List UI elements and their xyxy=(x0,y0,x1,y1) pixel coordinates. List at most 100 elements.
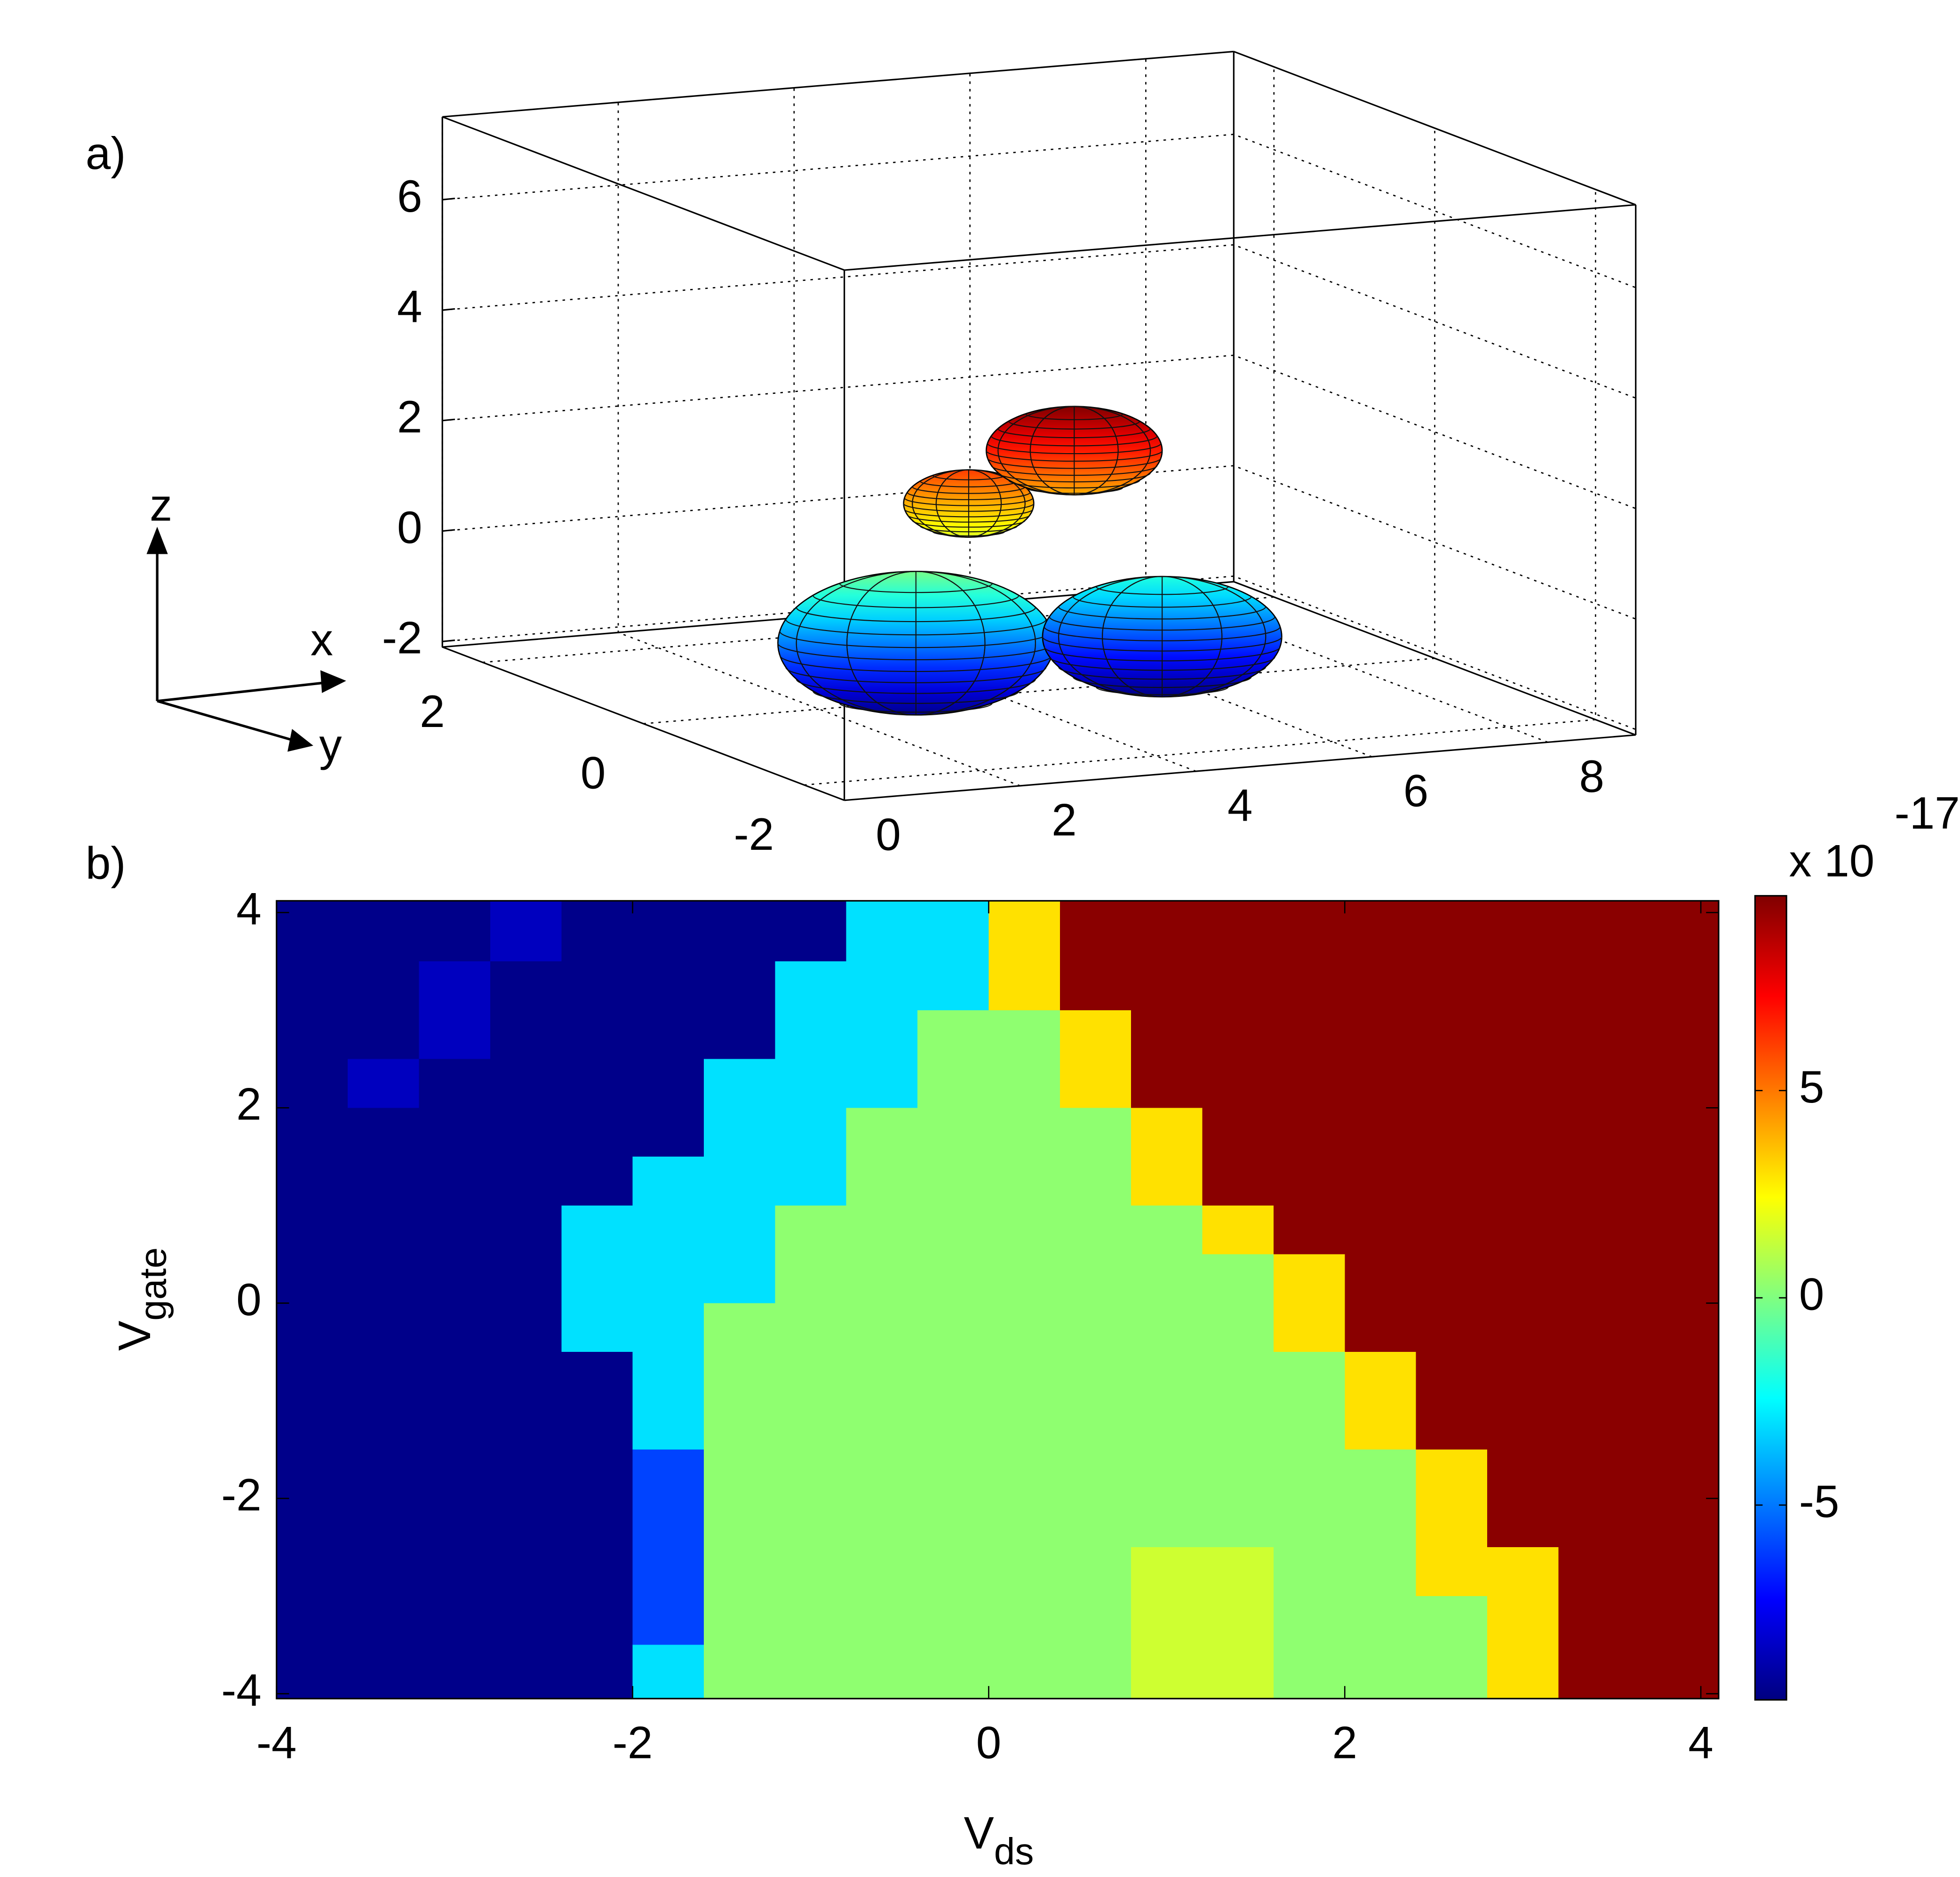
heatmap-cell xyxy=(1131,1254,1203,1304)
heatmap-cell xyxy=(1273,1254,1346,1304)
heatmap-cell xyxy=(490,1108,562,1158)
heatmap-cell xyxy=(775,1059,847,1109)
mesh-line xyxy=(912,469,1026,538)
heatmap-cell xyxy=(917,1547,990,1597)
y-tick-label: 4 xyxy=(236,884,261,935)
mesh-line xyxy=(997,406,1151,495)
label-sub: ds xyxy=(994,1830,1034,1872)
heatmap-cell xyxy=(1273,1059,1346,1109)
heatmap-cell xyxy=(1060,1303,1132,1353)
heatmap-cell xyxy=(1629,1205,1720,1255)
heatmap-cell xyxy=(632,1449,705,1500)
heatmap-cell xyxy=(1202,901,1275,962)
heatmap-cell xyxy=(1629,1498,1720,1548)
mesh-line xyxy=(779,631,1053,648)
heatmap-cell xyxy=(632,1010,705,1060)
heatmap-cell xyxy=(1629,1645,1720,1700)
heatmap-cell xyxy=(846,1596,918,1646)
heatmap-cell xyxy=(419,1645,491,1700)
glyph-arrowhead xyxy=(287,729,313,752)
heatmap-cell xyxy=(1060,1596,1132,1646)
ellipsoid xyxy=(986,406,1163,495)
mesh-line xyxy=(1058,666,1267,680)
heatmap-cell xyxy=(917,1303,990,1353)
heatmap-cell xyxy=(1416,1059,1488,1109)
heatmap-cell xyxy=(348,1010,420,1060)
mesh-line xyxy=(1044,626,1281,641)
heatmap-cell xyxy=(1416,1303,1488,1353)
heatmap-cell xyxy=(632,1303,705,1353)
box-edge xyxy=(844,204,1636,271)
heatmap-cell xyxy=(1345,1645,1417,1700)
heatmap-cell xyxy=(846,1352,918,1402)
mesh-line xyxy=(912,486,1026,494)
heatmap-cell xyxy=(1345,1010,1417,1060)
heatmap-cell xyxy=(846,1303,918,1353)
heatmap-cell xyxy=(1345,1449,1417,1500)
heatmap-cell xyxy=(1131,1205,1203,1255)
heatmap-cell xyxy=(1416,1157,1488,1206)
heatmap-cell xyxy=(703,1254,776,1304)
heatmap-cell xyxy=(1416,1352,1488,1402)
heatmap-cell xyxy=(1131,1596,1203,1646)
heatmap-cell xyxy=(276,1596,349,1646)
x-tick-label: 0 xyxy=(976,1718,1001,1768)
heatmap-cell xyxy=(1273,1303,1346,1353)
colorbar-tick-label: 5 xyxy=(1799,1062,1824,1112)
heatmap-cell xyxy=(1416,901,1488,962)
x-tick-label: 4 xyxy=(1688,1718,1713,1768)
heatmap-cell xyxy=(1060,1254,1132,1304)
heatmap-cell xyxy=(1131,1400,1203,1451)
heatmap-cell xyxy=(1273,1157,1346,1206)
heatmap-cell xyxy=(1416,961,1488,1011)
heatmap-cell xyxy=(348,1596,420,1646)
heatmap-cell xyxy=(1558,1303,1631,1353)
heatmap-cell xyxy=(1273,901,1346,962)
x-tick-label: 2 xyxy=(1332,1718,1357,1768)
heatmap-cell xyxy=(348,1108,420,1158)
heatmap-cell xyxy=(846,1010,918,1060)
heatmap-cell xyxy=(775,1303,847,1353)
heatmap-cell xyxy=(917,1059,990,1109)
heatmap-cell xyxy=(1487,1303,1559,1353)
heatmap-cell xyxy=(1558,1547,1631,1597)
heatmap-cell xyxy=(1487,1645,1559,1700)
z-tick-label: 0 xyxy=(397,503,422,553)
heatmap-cell xyxy=(348,1157,420,1206)
tick-mark xyxy=(442,529,455,532)
x-tick-label: 0 xyxy=(876,809,900,860)
heatmap-cell xyxy=(917,1498,990,1548)
heatmap-cell xyxy=(703,1645,776,1700)
heatmap-cell xyxy=(1345,1498,1417,1548)
heatmap-cell xyxy=(348,1303,420,1353)
heatmap-cell xyxy=(846,1547,918,1597)
heatmap-cell xyxy=(703,1157,776,1206)
heatmap-cell xyxy=(1558,1010,1631,1060)
heatmap-cell xyxy=(1416,1449,1488,1500)
heatmap-cell xyxy=(1558,901,1631,962)
heatmap-cell xyxy=(1273,1547,1346,1597)
heatmap-cell xyxy=(632,1157,705,1206)
heatmap-cell xyxy=(1202,1596,1275,1646)
heatmap-cell xyxy=(1487,1352,1559,1402)
heatmap-cell xyxy=(988,1157,1061,1206)
z-tick-label: 2 xyxy=(397,392,422,442)
heatmap-cell xyxy=(1273,961,1346,1011)
heatmap-cell xyxy=(348,1205,420,1255)
heatmap-cell xyxy=(1487,1254,1559,1304)
heatmap-cell xyxy=(1558,1645,1631,1700)
heatmap-cell xyxy=(419,1498,491,1548)
mesh-line xyxy=(904,509,1034,518)
heatmap-cell xyxy=(490,1352,562,1402)
heatmap-cell xyxy=(775,1205,847,1255)
heatmap-cell xyxy=(775,961,847,1011)
heatmap-cell xyxy=(632,1254,705,1304)
heatmap-cell xyxy=(276,1157,349,1206)
heatmap-cell xyxy=(419,1547,491,1597)
mesh-line xyxy=(1008,421,1140,430)
heatmap-cell xyxy=(1345,961,1417,1011)
mesh-line xyxy=(907,514,1031,523)
heatmap-cell xyxy=(1416,1254,1488,1304)
heatmap-cell xyxy=(1273,1352,1346,1402)
